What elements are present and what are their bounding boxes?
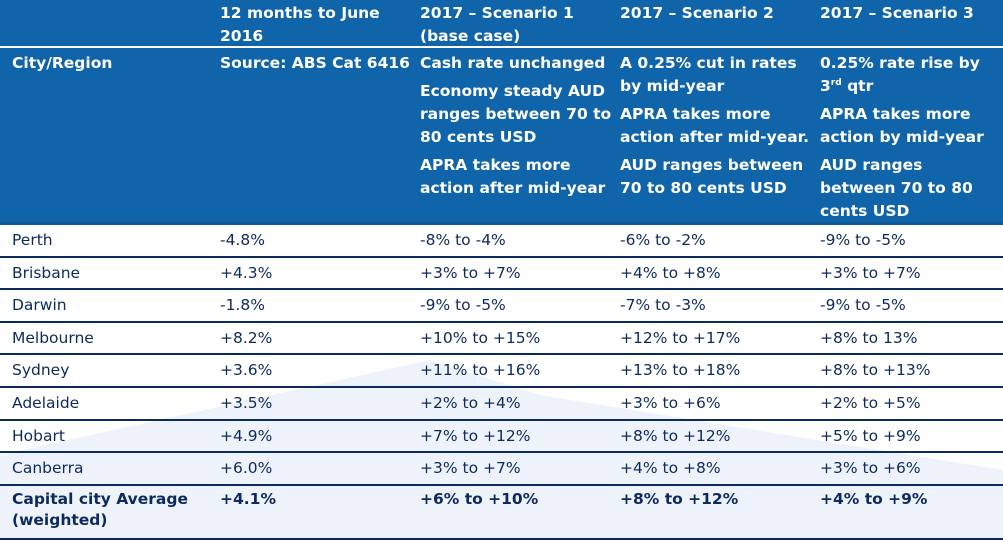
cell-scenario-2: +12% to +17% bbox=[620, 328, 741, 347]
header-cell-2016: 12 months to June 2016 bbox=[220, 4, 380, 45]
cell-scenario-3: +5% to +9% bbox=[820, 426, 921, 445]
cell-scenario-3: -9% to -5% bbox=[820, 231, 906, 249]
desc-line: APRA takes more action after mid-year bbox=[420, 156, 606, 197]
cell-scenario-3: +3% to +7% bbox=[820, 263, 921, 282]
cell-scenario-3: +8% to +13% bbox=[820, 361, 931, 380]
watermark-shape-right bbox=[540, 395, 1003, 538]
desc-superscript: rd bbox=[830, 78, 842, 88]
cell-city: Brisbane bbox=[12, 263, 81, 282]
desc-text: 0.25% rate rise by 3 bbox=[820, 54, 980, 95]
table-header: 12 months to June 2016 2017 – Scenario 1… bbox=[0, 0, 1003, 225]
cell-city: Adelaide bbox=[12, 393, 80, 412]
cell-2016: +4.3% bbox=[220, 263, 273, 282]
cell-scenario-3: -9% to -5% bbox=[820, 296, 906, 315]
cell-scenario-3: +3% to +6% bbox=[820, 459, 921, 478]
cell-scenario-1: +6% to +10% bbox=[420, 489, 539, 508]
table-row: Brisbane +4.3% +3% to +7% +4% to +8% +3%… bbox=[0, 258, 1003, 291]
cell-2016: -1.8% bbox=[220, 296, 265, 315]
cell-scenario-3: +4% to +9% bbox=[820, 489, 928, 508]
desc-line: APRA takes more action by mid-year bbox=[820, 105, 984, 146]
cell-2016: +4.1% bbox=[220, 489, 276, 508]
header-cell-empty bbox=[0, 0, 220, 46]
cell-scenario-2: -7% to -3% bbox=[620, 296, 706, 315]
header-desc-2016: Source: ABS Cat 6416 bbox=[220, 48, 420, 222]
cell-scenario-1: +10% to +15% bbox=[420, 328, 541, 347]
header-cell-scenario-1: 2017 – Scenario 1 (base case) bbox=[420, 4, 574, 45]
cell-scenario-2: +8% to +12% bbox=[620, 426, 731, 445]
cell-city: Sydney bbox=[12, 361, 70, 380]
cell-city: Perth bbox=[12, 231, 53, 249]
table-row: Darwin -1.8% -9% to -5% -7% to -3% -9% t… bbox=[0, 290, 1003, 323]
cell-scenario-2: -6% to -2% bbox=[620, 231, 706, 249]
watermark-shape-left bbox=[0, 360, 430, 538]
cell-scenario-2: +13% to +18% bbox=[620, 361, 741, 380]
table-row: Perth -4.8% -8% to -4% -6% to -2% -9% to… bbox=[0, 225, 1003, 258]
cell-2016: +3.6% bbox=[220, 361, 273, 380]
table-row: Sydney +3.6% +11% to +16% +13% to +18% +… bbox=[0, 355, 1003, 388]
cell-2016: +4.9% bbox=[220, 426, 273, 445]
desc-source: Source: ABS Cat 6416 bbox=[220, 54, 410, 72]
header-row-titles: 12 months to June 2016 2017 – Scenario 1… bbox=[0, 0, 1003, 48]
cell-2016: -4.8% bbox=[220, 231, 265, 249]
cell-2016: +6.0% bbox=[220, 459, 273, 478]
desc-line: Cash rate unchanged bbox=[420, 54, 606, 72]
desc-line: A 0.25% cut in rates by mid-year bbox=[620, 54, 797, 95]
cell-2016: +8.2% bbox=[220, 328, 273, 347]
desc-line: APRA takes more action after mid-year. bbox=[620, 105, 810, 146]
cell-scenario-1: +11% to +16% bbox=[420, 361, 541, 380]
table-row: Adelaide +3.5% +2% to +4% +3% to +6% +2%… bbox=[0, 388, 1003, 421]
cell-city: Hobart bbox=[12, 426, 65, 445]
table-row: Hobart +4.9% +7% to +12% +8% to +12% +5%… bbox=[0, 421, 1003, 454]
watermark-shape-center bbox=[250, 360, 720, 538]
cell-scenario-2: +8% to +12% bbox=[620, 489, 739, 508]
cell-scenario-3: +8% to 13% bbox=[820, 328, 918, 347]
table-row-total: Capital city Average (weighted) +4.1% +6… bbox=[0, 486, 1003, 540]
cell-city: Canberra bbox=[12, 459, 84, 478]
cell-scenario-1: +3% to +7% bbox=[420, 263, 521, 282]
table-body: Perth -4.8% -8% to -4% -6% to -2% -9% to… bbox=[0, 225, 1003, 540]
cell-scenario-1: +2% to +4% bbox=[420, 393, 521, 412]
desc-line: Economy steady AUD ranges between 70 to … bbox=[420, 82, 612, 146]
cell-city: Darwin bbox=[12, 296, 67, 315]
desc-text: qtr bbox=[841, 77, 874, 95]
header-desc-scenario-3: 0.25% rate rise by 3rd qtr APRA takes mo… bbox=[820, 48, 1003, 222]
desc-line: AUD ranges between 70 to 80 cents USD bbox=[820, 156, 973, 220]
header-desc-scenario-1: Cash rate unchanged Economy steady AUD r… bbox=[420, 48, 620, 222]
cell-scenario-1: +7% to +12% bbox=[420, 426, 531, 445]
header-desc-scenario-2: A 0.25% cut in rates by mid-year APRA ta… bbox=[620, 48, 820, 222]
cell-scenario-2: +3% to +6% bbox=[620, 393, 721, 412]
cell-2016: +3.5% bbox=[220, 393, 273, 412]
table-row: Canberra +6.0% +3% to +7% +4% to +8% +3%… bbox=[0, 453, 1003, 486]
cell-scenario-2: +4% to +8% bbox=[620, 263, 721, 282]
cell-scenario-2: +4% to +8% bbox=[620, 459, 721, 478]
header-cell-scenario-2: 2017 – Scenario 2 bbox=[620, 4, 774, 22]
cell-city: Capital city Average (weighted) bbox=[12, 489, 189, 529]
table-row: Melbourne +8.2% +10% to +15% +12% to +17… bbox=[0, 323, 1003, 356]
cell-scenario-1: +3% to +7% bbox=[420, 459, 521, 478]
cell-city: Melbourne bbox=[12, 328, 94, 347]
desc-line: AUD ranges between 70 to 80 cents USD bbox=[620, 156, 804, 197]
desc-line: 0.25% rate rise by 3rd qtr bbox=[820, 52, 1003, 98]
cell-scenario-1: -9% to -5% bbox=[420, 296, 506, 315]
header-cell-scenario-3: 2017 – Scenario 3 bbox=[820, 4, 974, 22]
cell-scenario-1: -8% to -4% bbox=[420, 231, 506, 249]
header-city-region: City/Region bbox=[12, 54, 113, 72]
header-row-descriptions: City/Region Source: ABS Cat 6416 Cash ra… bbox=[0, 48, 1003, 225]
cell-scenario-3: +2% to +5% bbox=[820, 393, 921, 412]
